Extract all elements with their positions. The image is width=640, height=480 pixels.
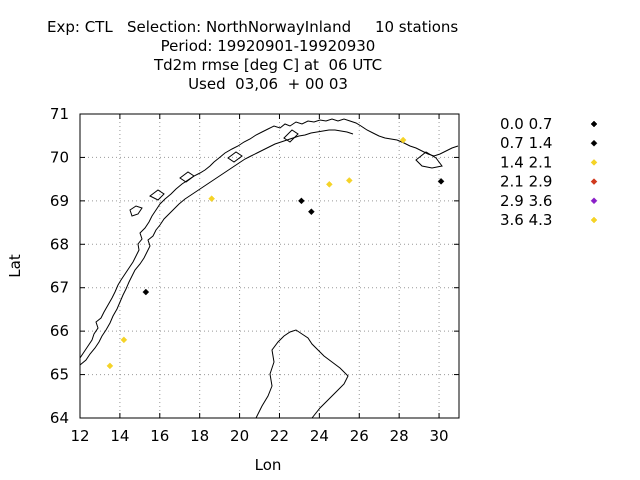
station-point — [325, 181, 333, 188]
y-axis-label: Lat — [6, 254, 24, 278]
coastline-map — [79, 118, 459, 419]
legend-marker — [590, 159, 598, 166]
station-point — [106, 362, 114, 370]
chart-title-line-2: Period: 19920901-19920930 — [160, 37, 376, 55]
y-tick-label: 71 — [50, 105, 69, 123]
legend-label: 0.0 0.7 — [500, 115, 552, 133]
x-tick-label: 18 — [190, 427, 209, 445]
y-tick-label: 65 — [50, 366, 69, 384]
y-tick-label: 69 — [50, 192, 69, 210]
legend-label: 3.6 4.3 — [500, 211, 552, 229]
x-tick-label: 16 — [150, 427, 169, 445]
legend-marker — [590, 178, 598, 185]
chart-title-line-1: Exp: CTL Selection: NorthNorwayInland 10… — [47, 18, 459, 36]
station-point — [298, 197, 305, 205]
x-tick-label: 30 — [430, 427, 449, 445]
x-tick-label: 12 — [70, 427, 89, 445]
station-point — [208, 195, 216, 203]
axis-ticks: 12 14 16 18 20 22 24 26 28 30 64 65 66 67 68 69 70 71 — [50, 105, 459, 445]
legend-marker — [590, 139, 598, 147]
chart-title-line-3: Td2m rmse [deg C] at 06 UTC — [153, 56, 383, 74]
grid-lines — [80, 113, 459, 419]
x-tick-label: 26 — [350, 427, 369, 445]
y-tick-label: 68 — [50, 235, 69, 253]
y-tick-label: 64 — [50, 409, 69, 427]
x-tick-label: 28 — [390, 427, 409, 445]
legend-marker — [590, 120, 598, 128]
x-axis-label: Lon — [255, 456, 282, 474]
x-tick-label: 24 — [310, 427, 329, 445]
station-point — [120, 336, 128, 344]
plot-frame — [79, 113, 460, 419]
x-tick-label: 22 — [270, 427, 289, 445]
station-point — [308, 208, 315, 216]
x-tick-label: 14 — [110, 427, 129, 445]
legend-label: 0.7 1.4 — [500, 134, 552, 152]
legend-label: 2.1 2.9 — [500, 173, 552, 191]
chart-title-line-4: Used 03,06 + 00 03 — [188, 75, 348, 93]
station-point — [437, 177, 445, 185]
station-point — [399, 136, 407, 144]
x-tick-label: 20 — [230, 427, 249, 445]
legend-label: 1.4 2.1 — [500, 153, 552, 171]
legend: 0.0 0.70.7 1.41.4 2.1 2.1 2.92.9 3.63.6 4… — [500, 115, 598, 229]
station-point — [142, 288, 150, 296]
legend-marker — [590, 197, 598, 205]
y-tick-label: 70 — [50, 148, 69, 166]
y-tick-label: 67 — [50, 279, 69, 297]
station-point — [345, 177, 353, 184]
y-tick-label: 66 — [50, 322, 69, 340]
data-points — [106, 136, 445, 370]
legend-marker — [590, 216, 598, 224]
legend-label: 2.9 3.6 — [500, 192, 552, 210]
